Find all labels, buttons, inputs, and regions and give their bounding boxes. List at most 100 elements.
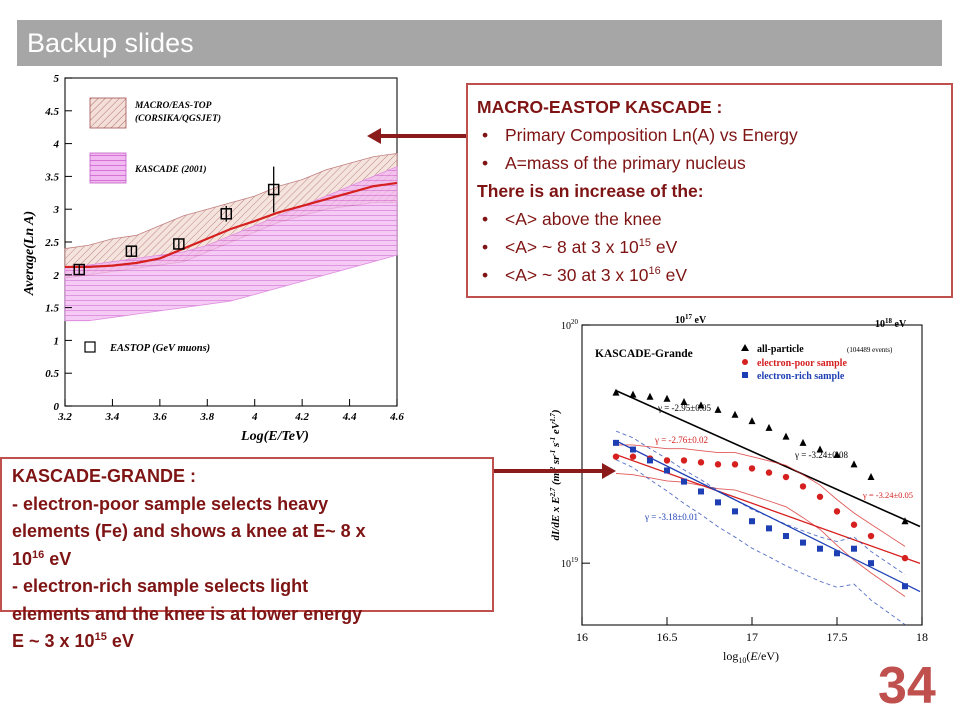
- electron-poor-point: [867, 532, 875, 540]
- all-particle-point: [748, 417, 756, 425]
- plot-frame: [581, 324, 923, 626]
- electron-rich-point: [868, 560, 874, 567]
- bullet-knee: <A> above the knee: [477, 205, 943, 233]
- y-tick-label: 3: [53, 204, 60, 216]
- all-particle-point: [646, 392, 654, 400]
- top-label-1e17: 1017 eV: [675, 313, 707, 326]
- legend-swatch-kascade: [89, 152, 127, 184]
- electron-rich-point: [613, 439, 619, 446]
- legend-marker-epoor: [742, 359, 748, 365]
- page-number: 34: [878, 657, 936, 715]
- ln-a-chart: 3.2 3.4 3.6 3.8 4 4.2 4.4 4.6 0 0.5 1 1.5 2 2.5 3 3.5 4 4…: [22, 73, 404, 444]
- legend-label-all: all-particle: [757, 344, 804, 355]
- legend-label-macro: MACRO/EAS-TOP: [134, 101, 212, 111]
- electron-rich-point: [647, 457, 653, 464]
- all-particle-point: [816, 445, 824, 453]
- electron-rich-point: [732, 508, 738, 515]
- text-line: - electron-rich sample selects light: [12, 576, 309, 596]
- all-particle-point: [765, 423, 773, 431]
- x-tick-label: 4: [251, 411, 258, 423]
- x-axis-label: log10(E/eV): [723, 649, 779, 665]
- x-tick-label: 18: [916, 630, 928, 644]
- all-particle-point: [799, 438, 807, 446]
- electron-rich-point: [851, 545, 857, 552]
- x-tick-label: 17: [746, 630, 758, 644]
- x-tick-label: 17.5: [827, 630, 848, 644]
- band-kascade: [64, 165, 398, 322]
- gamma-label-all: γ = -2.95±0.05: [657, 403, 711, 413]
- fit-line: [615, 389, 921, 528]
- x-tick-label: 3.6: [152, 411, 167, 423]
- electron-rich-point: [766, 525, 772, 532]
- electron-rich-point: [630, 446, 636, 453]
- eastop-point: [267, 183, 280, 196]
- electron-poor-point: [850, 521, 858, 528]
- y-tick-label: 0.5: [45, 368, 59, 380]
- systematic-band-upper: [616, 444, 906, 547]
- x-tick-label: 4.2: [294, 411, 309, 423]
- x-tick-label: 16: [576, 630, 588, 644]
- x-tick-label: 3.2: [57, 411, 72, 423]
- electron-poor-point: [714, 461, 722, 468]
- electron-poor-point: [629, 453, 637, 460]
- legend-label-eastop: EASTOP (GeV muons): [109, 343, 210, 354]
- gamma-label-epoor: γ = -2.76±0.02: [654, 435, 708, 445]
- gamma-label-erich: γ = -3.18±0.01: [644, 512, 698, 522]
- x-axis-label: Log(E/TeV): [240, 429, 309, 444]
- eastop-point: [125, 245, 138, 257]
- all-particle-point: [629, 390, 637, 398]
- x-tick-label: 16.5: [657, 630, 678, 644]
- legend-label-macro-sub: (CORSIKA/QGSJET): [135, 113, 221, 124]
- electron-poor-point: [680, 457, 688, 464]
- electron-poor-point: [816, 493, 824, 500]
- legend: all-particle (104489 events) electron-po…: [741, 344, 893, 382]
- electron-poor-point: [748, 465, 756, 472]
- legend: MACRO/EAS-TOP (CORSIKA/QGSJET) KASCADE (…: [84, 97, 221, 354]
- legend-swatch-macro: [89, 97, 127, 129]
- slide-title: Backup slides: [17, 20, 942, 66]
- arrow-right-icon: [492, 463, 616, 479]
- text-line: E ~ 3 x 1015 eV: [12, 631, 134, 651]
- all-particle-point: [714, 405, 722, 413]
- arrow-left-icon: [367, 128, 467, 144]
- legend-marker-all: [741, 344, 749, 351]
- y-tick-label: 1.5: [45, 303, 59, 315]
- all-particle-point: [867, 473, 875, 481]
- x-tick-label: 3.4: [105, 411, 120, 423]
- legend-label-erich: electron-rich sample: [757, 371, 845, 382]
- box-heading: KASCADE-GRANDE :: [12, 466, 196, 486]
- y-tick-label: 4.5: [44, 106, 59, 118]
- y-tick-label: 1019: [561, 556, 579, 570]
- x-tick-label: 4.6: [389, 411, 404, 423]
- all-particle-point: [833, 450, 841, 458]
- systematic-band-lower: [615, 473, 906, 597]
- box-heading: MACRO-EASTOP KASCADE :: [477, 97, 723, 117]
- legend-label-epoor: electron-poor sample: [757, 358, 847, 369]
- legend-label-kascade: KASCADE (2001): [134, 164, 207, 175]
- electron-poor-point: [833, 508, 841, 515]
- y-tick-label: 2: [53, 270, 60, 282]
- bullet-composition: Primary Composition Ln(A) vs Energy: [477, 121, 943, 149]
- electron-poor-point: [799, 483, 807, 490]
- electron-rich-point: [834, 550, 840, 557]
- electron-rich-point: [783, 533, 789, 540]
- text-line: elements (Fe) and shows a knee at E~ 8 x: [12, 521, 366, 541]
- electron-poor-point: [663, 457, 671, 464]
- kascade-grande-textbox: KASCADE-GRANDE : - electron-poor sample …: [0, 457, 494, 651]
- systematic-band-upper: [615, 430, 906, 575]
- gamma-label-epoor-2: γ = -3.24±0.05: [862, 490, 913, 500]
- y-tick-label: 1: [54, 335, 60, 347]
- electron-rich-point: [681, 478, 687, 485]
- electron-poor-point: [731, 461, 739, 468]
- y-tick-label: 2.5: [44, 237, 59, 249]
- macro-eastop-textbox: MACRO-EASTOP KASCADE : Primary Compositi…: [466, 83, 953, 298]
- bullet-mass: A=mass of the primary nucleus: [477, 149, 943, 177]
- electron-rich-point: [902, 583, 908, 590]
- all-particle-point: [663, 394, 671, 402]
- electron-poor-point: [782, 473, 790, 481]
- y-tick-label: 5: [54, 73, 60, 85]
- kascade-grande-chart: 1017 eV 1018 eV KASCADE-Grande all-parti…: [549, 313, 928, 665]
- all-particle-point: [612, 388, 620, 396]
- bullet-a8: <A> ~ 8 at 3 x 1015 eV: [477, 233, 943, 261]
- all-particle-point: [697, 401, 705, 409]
